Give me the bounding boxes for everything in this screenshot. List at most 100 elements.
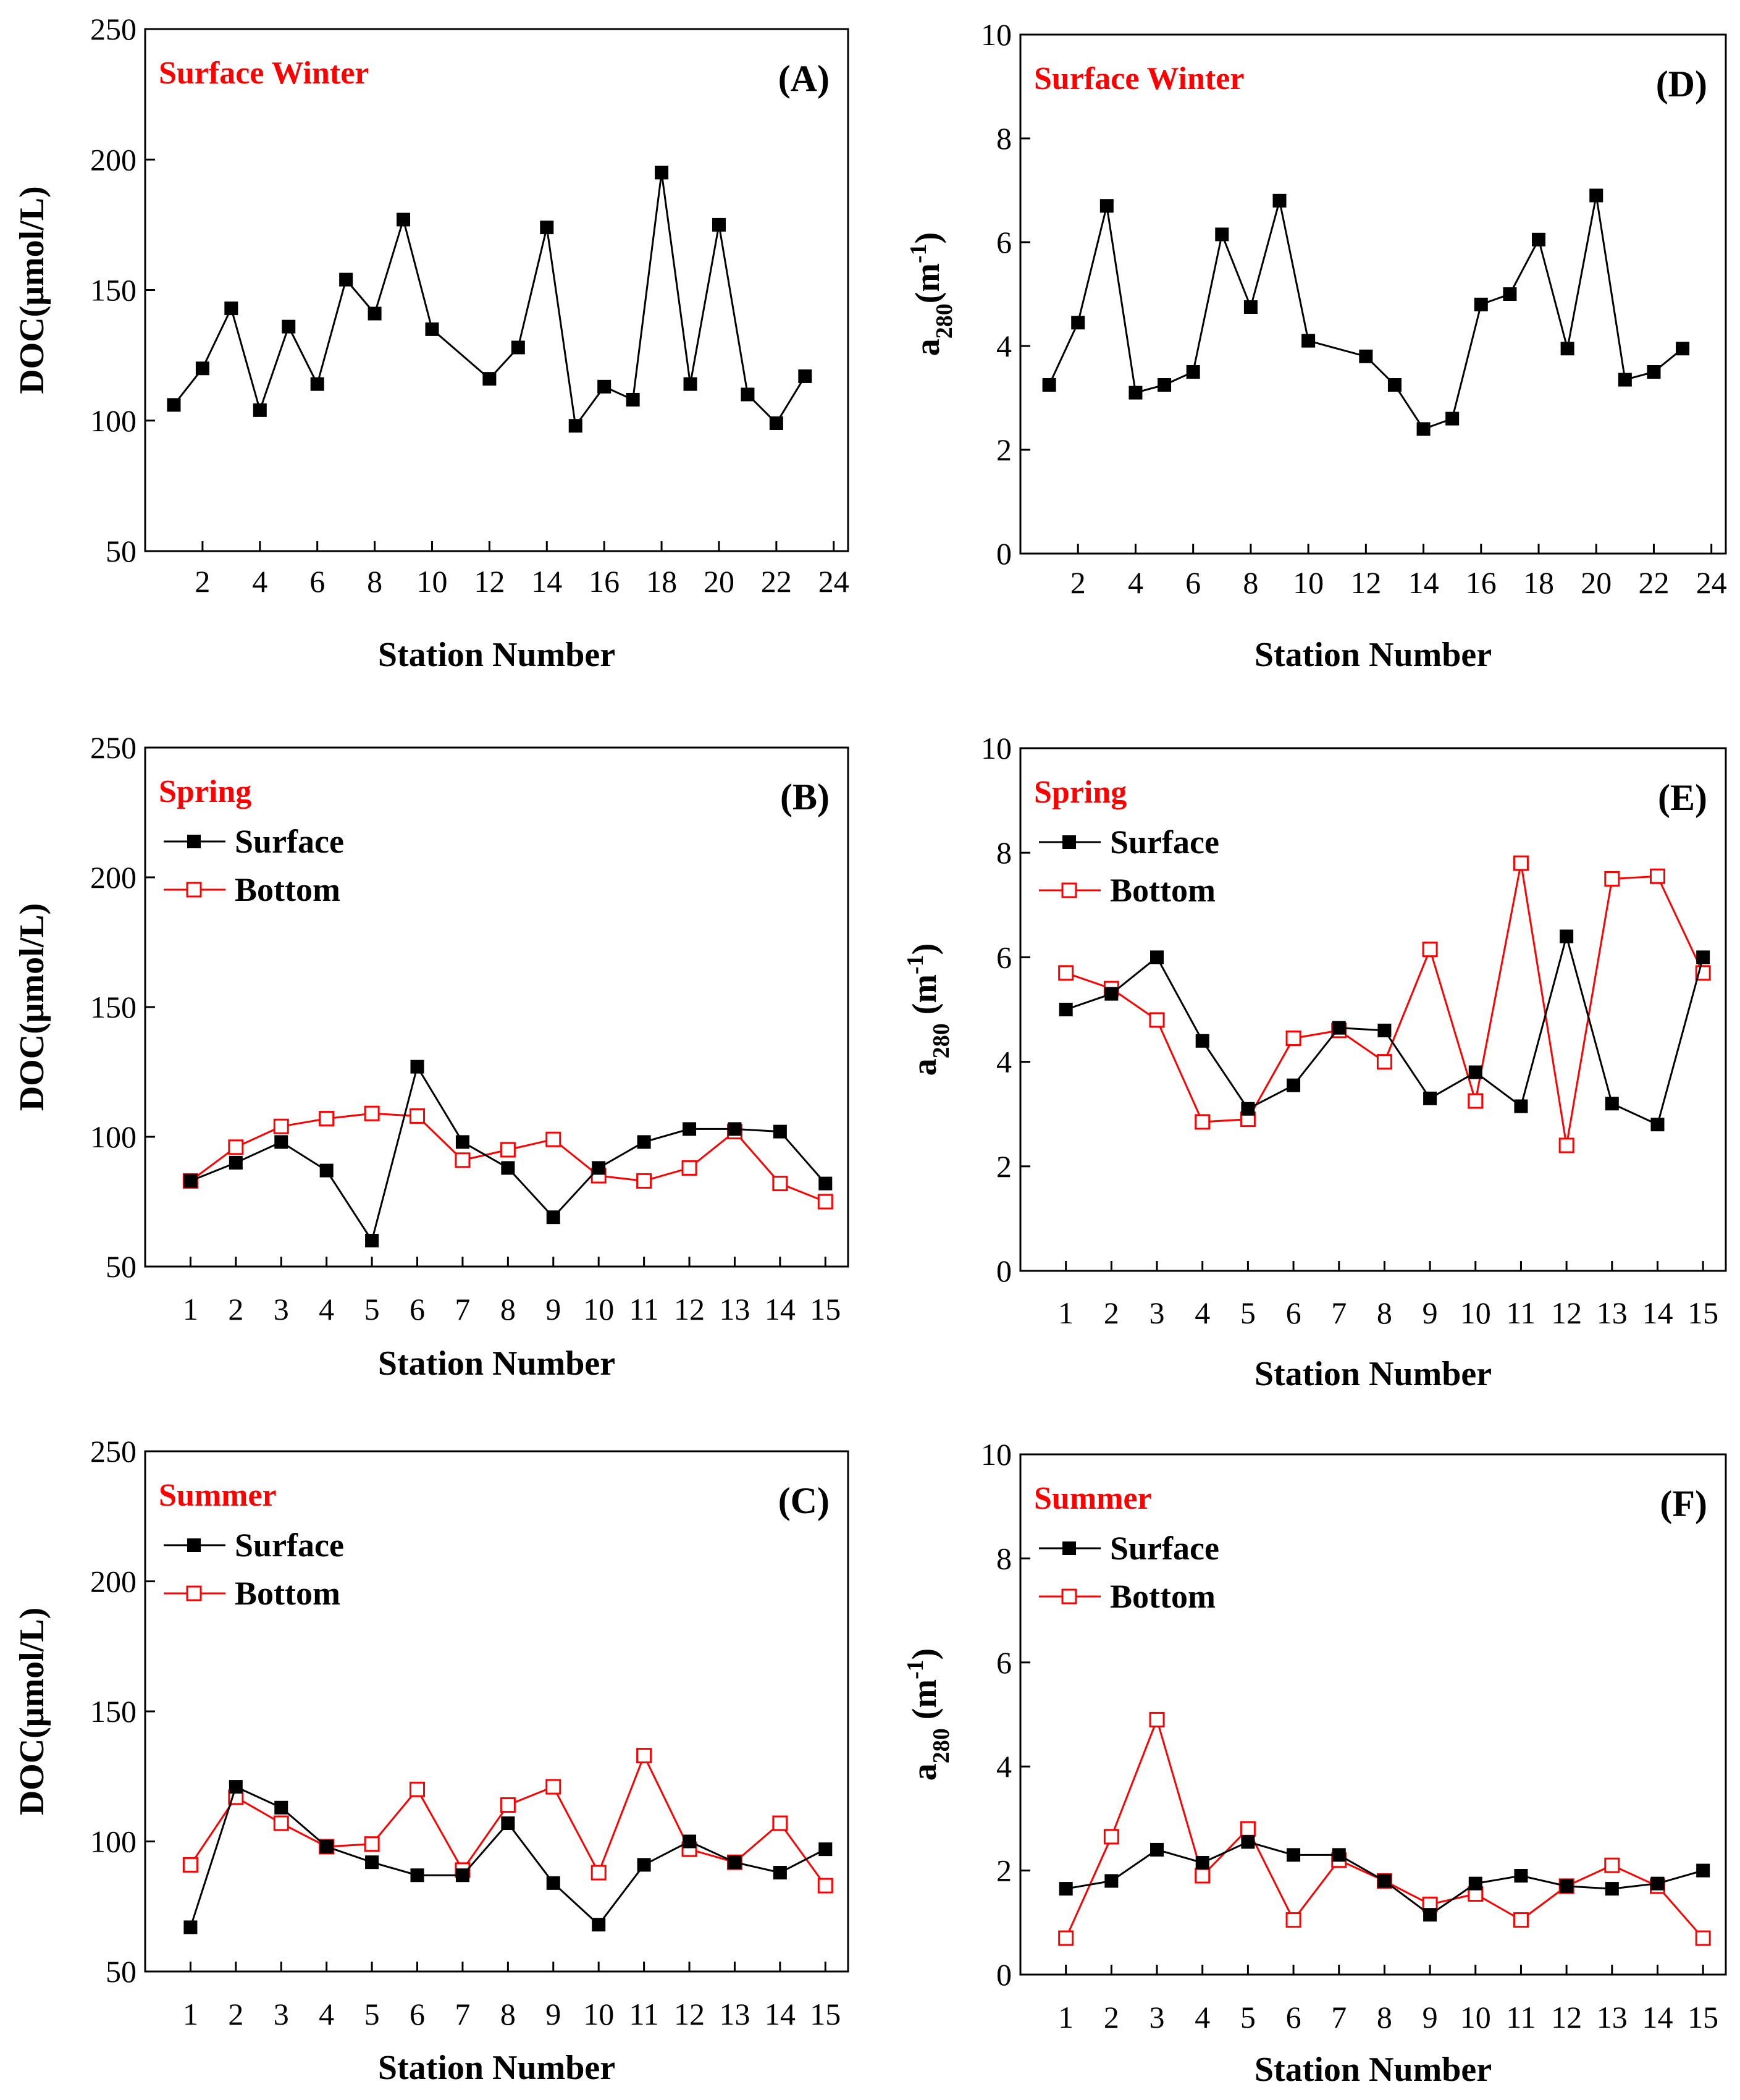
x-tick-label: 6 (410, 1292, 425, 1326)
data-point-bottom (1240, 1821, 1256, 1837)
data-point-bottom (772, 1176, 788, 1192)
data-point-surface (1128, 386, 1143, 400)
data-point-bottom (1285, 1912, 1301, 1928)
x-tick-label: 12 (474, 564, 505, 599)
x-tick-label: 22 (761, 564, 792, 599)
y-tick-label: 8 (996, 835, 1012, 870)
data-point-bottom (500, 1142, 516, 1158)
data-point-surface (1377, 1023, 1392, 1037)
data-point-bottom (681, 1160, 697, 1176)
season-label: Summer (159, 1478, 277, 1513)
data-point-surface (1150, 950, 1164, 964)
x-axis-title: Station Number (378, 636, 615, 674)
data-point-surface (1377, 1874, 1392, 1888)
data-point-bottom (1695, 1930, 1711, 1946)
x-tick-label: 12 (674, 1292, 705, 1326)
x-tick-label: 10 (583, 1292, 614, 1326)
y-tick-label: 150 (90, 1694, 137, 1729)
x-tick-label: 12 (1551, 1296, 1582, 1330)
data-point-surface (1287, 1078, 1301, 1092)
data-point-bottom (1103, 1829, 1119, 1845)
y-tick-label: 4 (996, 1045, 1012, 1079)
data-point-bottom (410, 1108, 426, 1124)
data-point-surface (274, 1135, 288, 1149)
data-point-surface (1532, 232, 1546, 247)
x-tick-label: 9 (1423, 1296, 1438, 1330)
data-point-surface (655, 166, 669, 180)
data-point-surface (597, 379, 612, 394)
data-point-surface (1676, 342, 1690, 356)
season-label: Spring (1034, 775, 1127, 810)
x-tick-label: 2 (1104, 2000, 1119, 2035)
data-point-surface (1158, 378, 1172, 392)
x-tick-label: 20 (704, 564, 734, 599)
x-tick-label: 6 (1286, 1296, 1301, 1330)
data-point-bottom (1604, 1857, 1620, 1873)
y-tick-label: 0 (996, 536, 1012, 571)
data-point-bottom (1195, 1868, 1211, 1884)
data-point-surface (683, 1122, 697, 1136)
data-point-bottom (273, 1815, 289, 1831)
data-point-surface (1301, 334, 1316, 348)
x-tick-label: 20 (1581, 565, 1612, 600)
data-point-surface (410, 1060, 424, 1074)
x-tick-label: 10 (583, 1997, 614, 2031)
x-tick-label: 15 (810, 1997, 841, 2031)
data-point-surface (1514, 1099, 1528, 1113)
data-point-surface (1468, 1876, 1482, 1891)
x-tick-label: 5 (364, 1292, 380, 1326)
x-tick-label: 24 (1696, 565, 1727, 600)
data-point-surface (741, 387, 755, 402)
data-point-surface (1647, 365, 1661, 379)
data-point-surface (195, 361, 209, 376)
data-point-surface (1605, 1882, 1619, 1896)
y-tick-label: 100 (90, 403, 137, 438)
y-tick-label: 8 (996, 1541, 1012, 1575)
data-point-surface (1359, 349, 1373, 363)
data-point-surface (501, 1161, 515, 1175)
y-axis-title-part: (m (906, 974, 944, 1023)
x-tick-label: 3 (274, 1292, 289, 1326)
x-tick-label: 14 (1642, 1296, 1673, 1330)
data-point-surface (1589, 188, 1603, 203)
y-tick-label: 150 (90, 273, 137, 308)
x-tick-label: 15 (1687, 1296, 1718, 1330)
legend-label: Surface (1110, 1530, 1219, 1567)
y-tick-label: 2 (996, 432, 1012, 467)
x-tick-label: 1 (183, 1997, 198, 2031)
data-point-surface (167, 398, 181, 412)
x-axis-title: Station Number (378, 1344, 615, 1383)
season-label: Summer (1034, 1481, 1152, 1516)
data-point-surface (310, 377, 324, 391)
x-tick-label: 4 (1195, 2000, 1210, 2035)
x-tick-label: 15 (810, 1292, 841, 1326)
legend-label: Bottom (235, 1575, 340, 1612)
x-tick-label: 4 (1195, 1296, 1210, 1330)
data-point-surface (229, 1780, 243, 1794)
series-line-surface (1048, 195, 1684, 431)
data-point-surface (183, 1920, 198, 1934)
x-axis-title: Station Number (1255, 636, 1492, 674)
x-tick-label: 10 (1460, 2000, 1491, 2035)
data-point-bottom (1513, 1912, 1529, 1928)
data-point-surface (592, 1161, 606, 1175)
data-point-surface (1618, 373, 1632, 387)
data-point-surface (1696, 950, 1710, 964)
data-point-surface (1332, 1848, 1346, 1862)
data-point-surface (546, 1876, 560, 1890)
legend-label: Bottom (1110, 1578, 1216, 1615)
x-tick-label: 5 (1240, 2000, 1256, 2035)
data-point-bottom (455, 1152, 471, 1168)
x-tick-label: 8 (1243, 565, 1258, 600)
x-tick-label: 6 (1185, 565, 1201, 600)
data-point-bottom (1422, 942, 1438, 958)
y-axis-title-part: a (906, 1058, 944, 1076)
data-point-surface (455, 1868, 469, 1883)
data-point-surface (1243, 300, 1258, 314)
x-tick-label: 2 (1104, 1296, 1119, 1330)
panel-label: (B) (780, 777, 830, 817)
data-point-bottom (1195, 1114, 1211, 1130)
data-point-surface (229, 1156, 243, 1170)
y-tick-label: 50 (106, 1249, 137, 1284)
